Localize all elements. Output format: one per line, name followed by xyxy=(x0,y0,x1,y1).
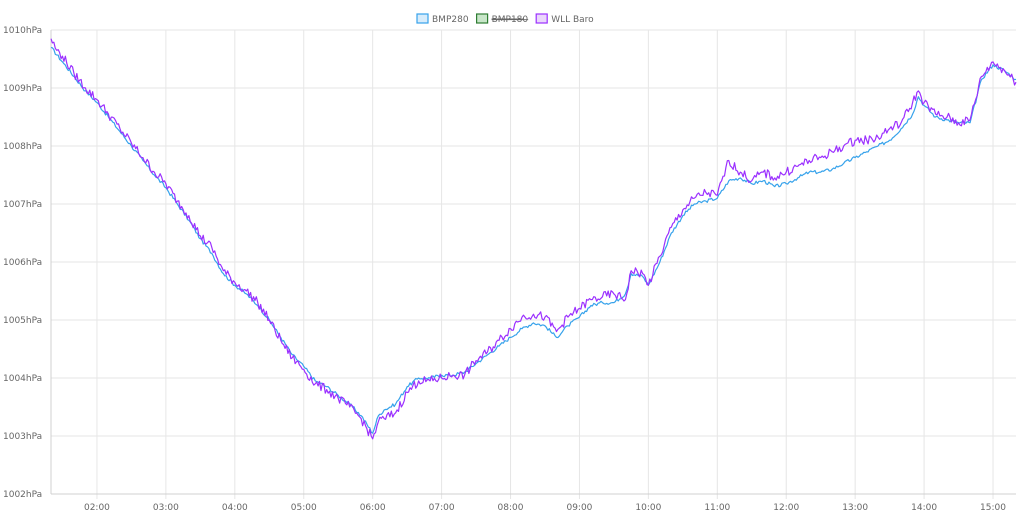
x-tick-label: 06:00 xyxy=(360,503,386,513)
x-tick-label: 02:00 xyxy=(84,503,110,513)
y-tick-label: 1005hPa xyxy=(3,316,42,326)
series-lines xyxy=(50,38,1017,440)
legend-swatch xyxy=(416,13,429,24)
axes: 1010hPa 1009hPa 1008hPa 1007hPa 1006hPa 1005h… xyxy=(3,26,1016,513)
legend-label: BMP180 xyxy=(492,15,529,25)
y-tick-label: 1008hPa xyxy=(3,142,42,152)
legend-label: WLL Baro xyxy=(551,15,594,25)
x-tick-label: 15:00 xyxy=(980,503,1006,513)
series-line-wll-baro xyxy=(50,38,1017,440)
y-tick-label: 1002hPa xyxy=(3,490,42,500)
series-line-bmp280 xyxy=(50,46,1017,434)
y-tick-label: 1007hPa xyxy=(3,200,42,210)
x-tick-label: 14:00 xyxy=(911,503,937,513)
legend[interactable]: BMP280 BMP180 WLL Baro xyxy=(416,13,594,25)
x-tick-label: 09:00 xyxy=(566,503,592,513)
y-tick-label: 1009hPa xyxy=(3,84,42,94)
legend-swatch xyxy=(535,13,548,24)
legend-swatch xyxy=(476,13,489,24)
x-tick-label: 08:00 xyxy=(498,503,524,513)
legend-item-wll-baro[interactable]: WLL Baro xyxy=(535,13,594,25)
y-tick-label: 1006hPa xyxy=(3,258,42,268)
x-tick-label: 07:00 xyxy=(429,503,455,513)
grid-lines xyxy=(51,29,1016,499)
y-tick-label: 1003hPa xyxy=(3,432,42,442)
x-tick-label: 04:00 xyxy=(222,503,248,513)
x-tick-label: 10:00 xyxy=(635,503,661,513)
legend-item-bmp180[interactable]: BMP180 xyxy=(476,13,529,25)
x-tick-label: 11:00 xyxy=(704,503,730,513)
x-tick-label: 12:00 xyxy=(773,503,799,513)
x-tick-label: 13:00 xyxy=(842,503,868,513)
y-tick-label: 1010hPa xyxy=(3,26,42,36)
x-tick-label: 03:00 xyxy=(153,503,179,513)
y-tick-label: 1004hPa xyxy=(3,374,42,384)
x-tick-label: 05:00 xyxy=(291,503,317,513)
legend-item-bmp280[interactable]: BMP280 xyxy=(416,13,469,25)
legend-label: BMP280 xyxy=(432,15,469,25)
